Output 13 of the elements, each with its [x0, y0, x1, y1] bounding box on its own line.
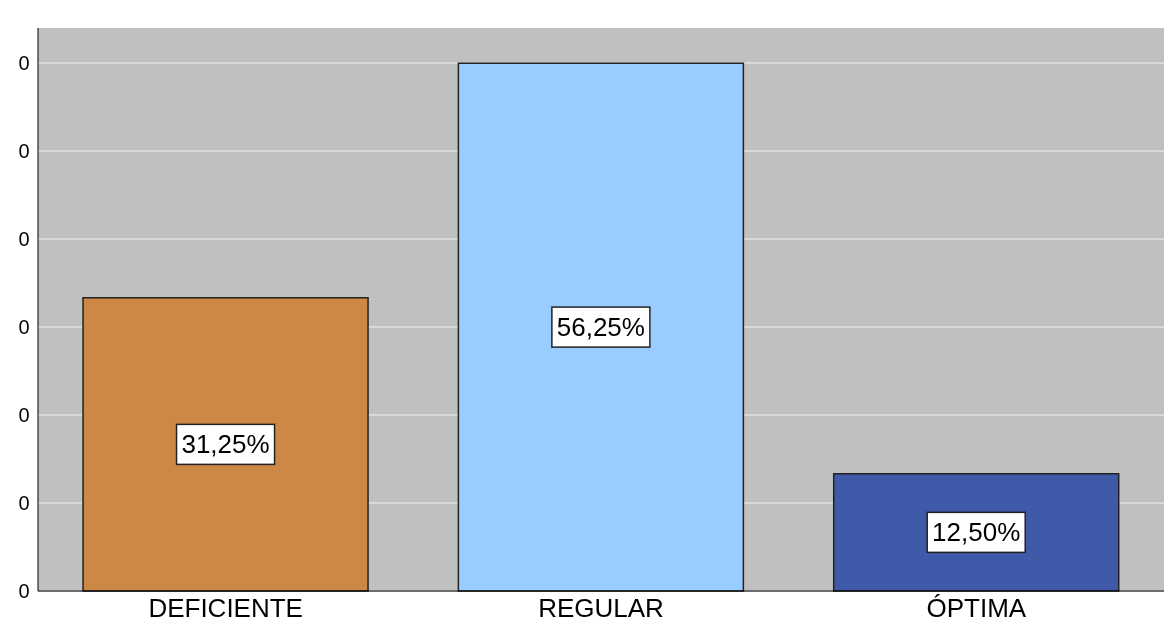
text: 0	[18, 404, 30, 426]
text: 0	[18, 52, 30, 74]
x-tick-label: DEFICIENTE	[148, 593, 303, 624]
x-tick-label: ÓPTIMA	[926, 593, 1027, 624]
text: 0	[18, 580, 30, 602]
data-label: 12,50%	[932, 517, 1021, 548]
data-label: 56,25%	[556, 312, 645, 343]
data-label: 31,25%	[181, 429, 270, 460]
text: 0	[18, 228, 30, 250]
x-tick-label: REGULAR	[538, 593, 664, 624]
text: 0	[18, 140, 30, 162]
text: 0	[18, 492, 30, 514]
text: 0	[18, 316, 30, 338]
